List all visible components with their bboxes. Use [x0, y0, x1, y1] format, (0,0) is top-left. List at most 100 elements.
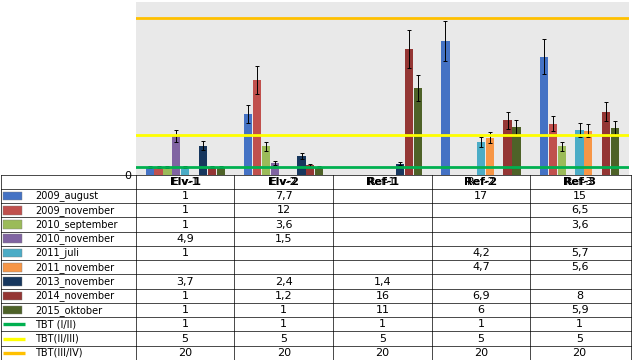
- Text: 2,4: 2,4: [275, 276, 293, 287]
- Bar: [199, 145, 207, 175]
- Bar: [3, 263, 22, 271]
- Text: 1,5: 1,5: [275, 234, 293, 244]
- Bar: [3, 249, 22, 257]
- Text: 1: 1: [477, 319, 485, 329]
- Text: 20: 20: [277, 348, 291, 358]
- Text: 1: 1: [280, 305, 288, 315]
- Text: Ref-3: Ref-3: [563, 177, 596, 187]
- Text: 2011_juli: 2011_juli: [35, 248, 79, 258]
- Text: 5: 5: [280, 334, 288, 343]
- Bar: [145, 167, 154, 175]
- Text: TBT(III/IV): TBT(III/IV): [35, 348, 82, 358]
- Bar: [173, 136, 180, 175]
- Text: 2009_august: 2009_august: [35, 190, 98, 202]
- Text: 5: 5: [477, 334, 485, 343]
- Text: 7,7: 7,7: [275, 191, 293, 201]
- Text: 1: 1: [576, 319, 583, 329]
- Text: 2009_november: 2009_november: [35, 205, 114, 216]
- Text: TBT (I/II): TBT (I/II): [35, 319, 76, 329]
- Text: 1: 1: [181, 319, 189, 329]
- Bar: [271, 163, 279, 175]
- Text: 1: 1: [181, 205, 189, 215]
- Text: Ref-1: Ref-1: [366, 177, 399, 187]
- Text: 1: 1: [280, 319, 288, 329]
- Text: 2014_november: 2014_november: [35, 291, 114, 301]
- Text: 20: 20: [375, 348, 389, 358]
- Text: 1: 1: [181, 248, 189, 258]
- Text: 15: 15: [573, 191, 586, 201]
- Text: 20: 20: [178, 348, 192, 358]
- Bar: [576, 130, 583, 175]
- Bar: [486, 138, 494, 175]
- Bar: [477, 141, 485, 175]
- Bar: [414, 88, 422, 175]
- Text: 1: 1: [181, 291, 189, 301]
- Bar: [396, 163, 404, 175]
- Bar: [217, 167, 225, 175]
- Bar: [298, 156, 306, 175]
- Bar: [315, 167, 324, 175]
- Text: 1: 1: [181, 220, 189, 230]
- Text: 6,9: 6,9: [472, 291, 490, 301]
- Bar: [307, 165, 315, 175]
- Text: 20: 20: [573, 348, 586, 358]
- Text: 5: 5: [379, 334, 386, 343]
- Text: 1: 1: [181, 191, 189, 201]
- Text: 4,7: 4,7: [472, 262, 490, 272]
- Text: 4,9: 4,9: [176, 234, 194, 244]
- Bar: [244, 114, 252, 175]
- Bar: [208, 167, 216, 175]
- Text: 5,9: 5,9: [571, 305, 588, 315]
- Text: Elv-1: Elv-1: [169, 177, 201, 187]
- Bar: [602, 112, 611, 175]
- Text: 1,4: 1,4: [374, 276, 391, 287]
- Bar: [262, 146, 270, 175]
- Text: 2013_november: 2013_november: [35, 276, 114, 287]
- Bar: [611, 128, 619, 175]
- Bar: [3, 277, 22, 286]
- Bar: [549, 123, 557, 175]
- Text: 1: 1: [379, 319, 386, 329]
- Text: 5,7: 5,7: [571, 248, 588, 258]
- Text: 6: 6: [477, 305, 485, 315]
- Bar: [540, 57, 548, 175]
- Text: Elv-2: Elv-2: [268, 177, 300, 187]
- Bar: [557, 146, 566, 175]
- Text: 2010_september: 2010_september: [35, 219, 118, 230]
- Text: 12: 12: [277, 205, 291, 215]
- Text: 3,6: 3,6: [275, 220, 293, 230]
- Text: 16: 16: [375, 291, 389, 301]
- Bar: [3, 220, 22, 229]
- Bar: [504, 120, 512, 175]
- Bar: [405, 49, 413, 175]
- Bar: [154, 167, 162, 175]
- Text: 5: 5: [576, 334, 583, 343]
- Bar: [181, 167, 189, 175]
- Text: 1,2: 1,2: [275, 291, 293, 301]
- Bar: [3, 192, 22, 200]
- Bar: [163, 167, 171, 175]
- Bar: [585, 131, 592, 175]
- Text: 6,5: 6,5: [571, 205, 588, 215]
- Text: Ref-2: Ref-2: [465, 177, 497, 187]
- Text: 3,6: 3,6: [571, 220, 588, 230]
- Text: 1: 1: [181, 305, 189, 315]
- Text: 5: 5: [181, 334, 189, 343]
- Text: 11: 11: [375, 305, 389, 315]
- Bar: [3, 306, 22, 314]
- Text: 4,2: 4,2: [472, 248, 490, 258]
- Text: 17: 17: [474, 191, 488, 201]
- Bar: [441, 41, 449, 175]
- Bar: [3, 234, 22, 243]
- Text: 5,6: 5,6: [571, 262, 588, 272]
- Text: 2015_oktober: 2015_oktober: [35, 305, 102, 315]
- Bar: [513, 127, 521, 175]
- Bar: [3, 206, 22, 215]
- Text: 8: 8: [576, 291, 583, 301]
- Bar: [253, 80, 261, 175]
- Text: 3,7: 3,7: [176, 276, 194, 287]
- Bar: [3, 292, 22, 300]
- Text: TBT(II/III): TBT(II/III): [35, 334, 78, 343]
- Text: 2010_november: 2010_november: [35, 233, 114, 244]
- Text: 2011_november: 2011_november: [35, 262, 114, 273]
